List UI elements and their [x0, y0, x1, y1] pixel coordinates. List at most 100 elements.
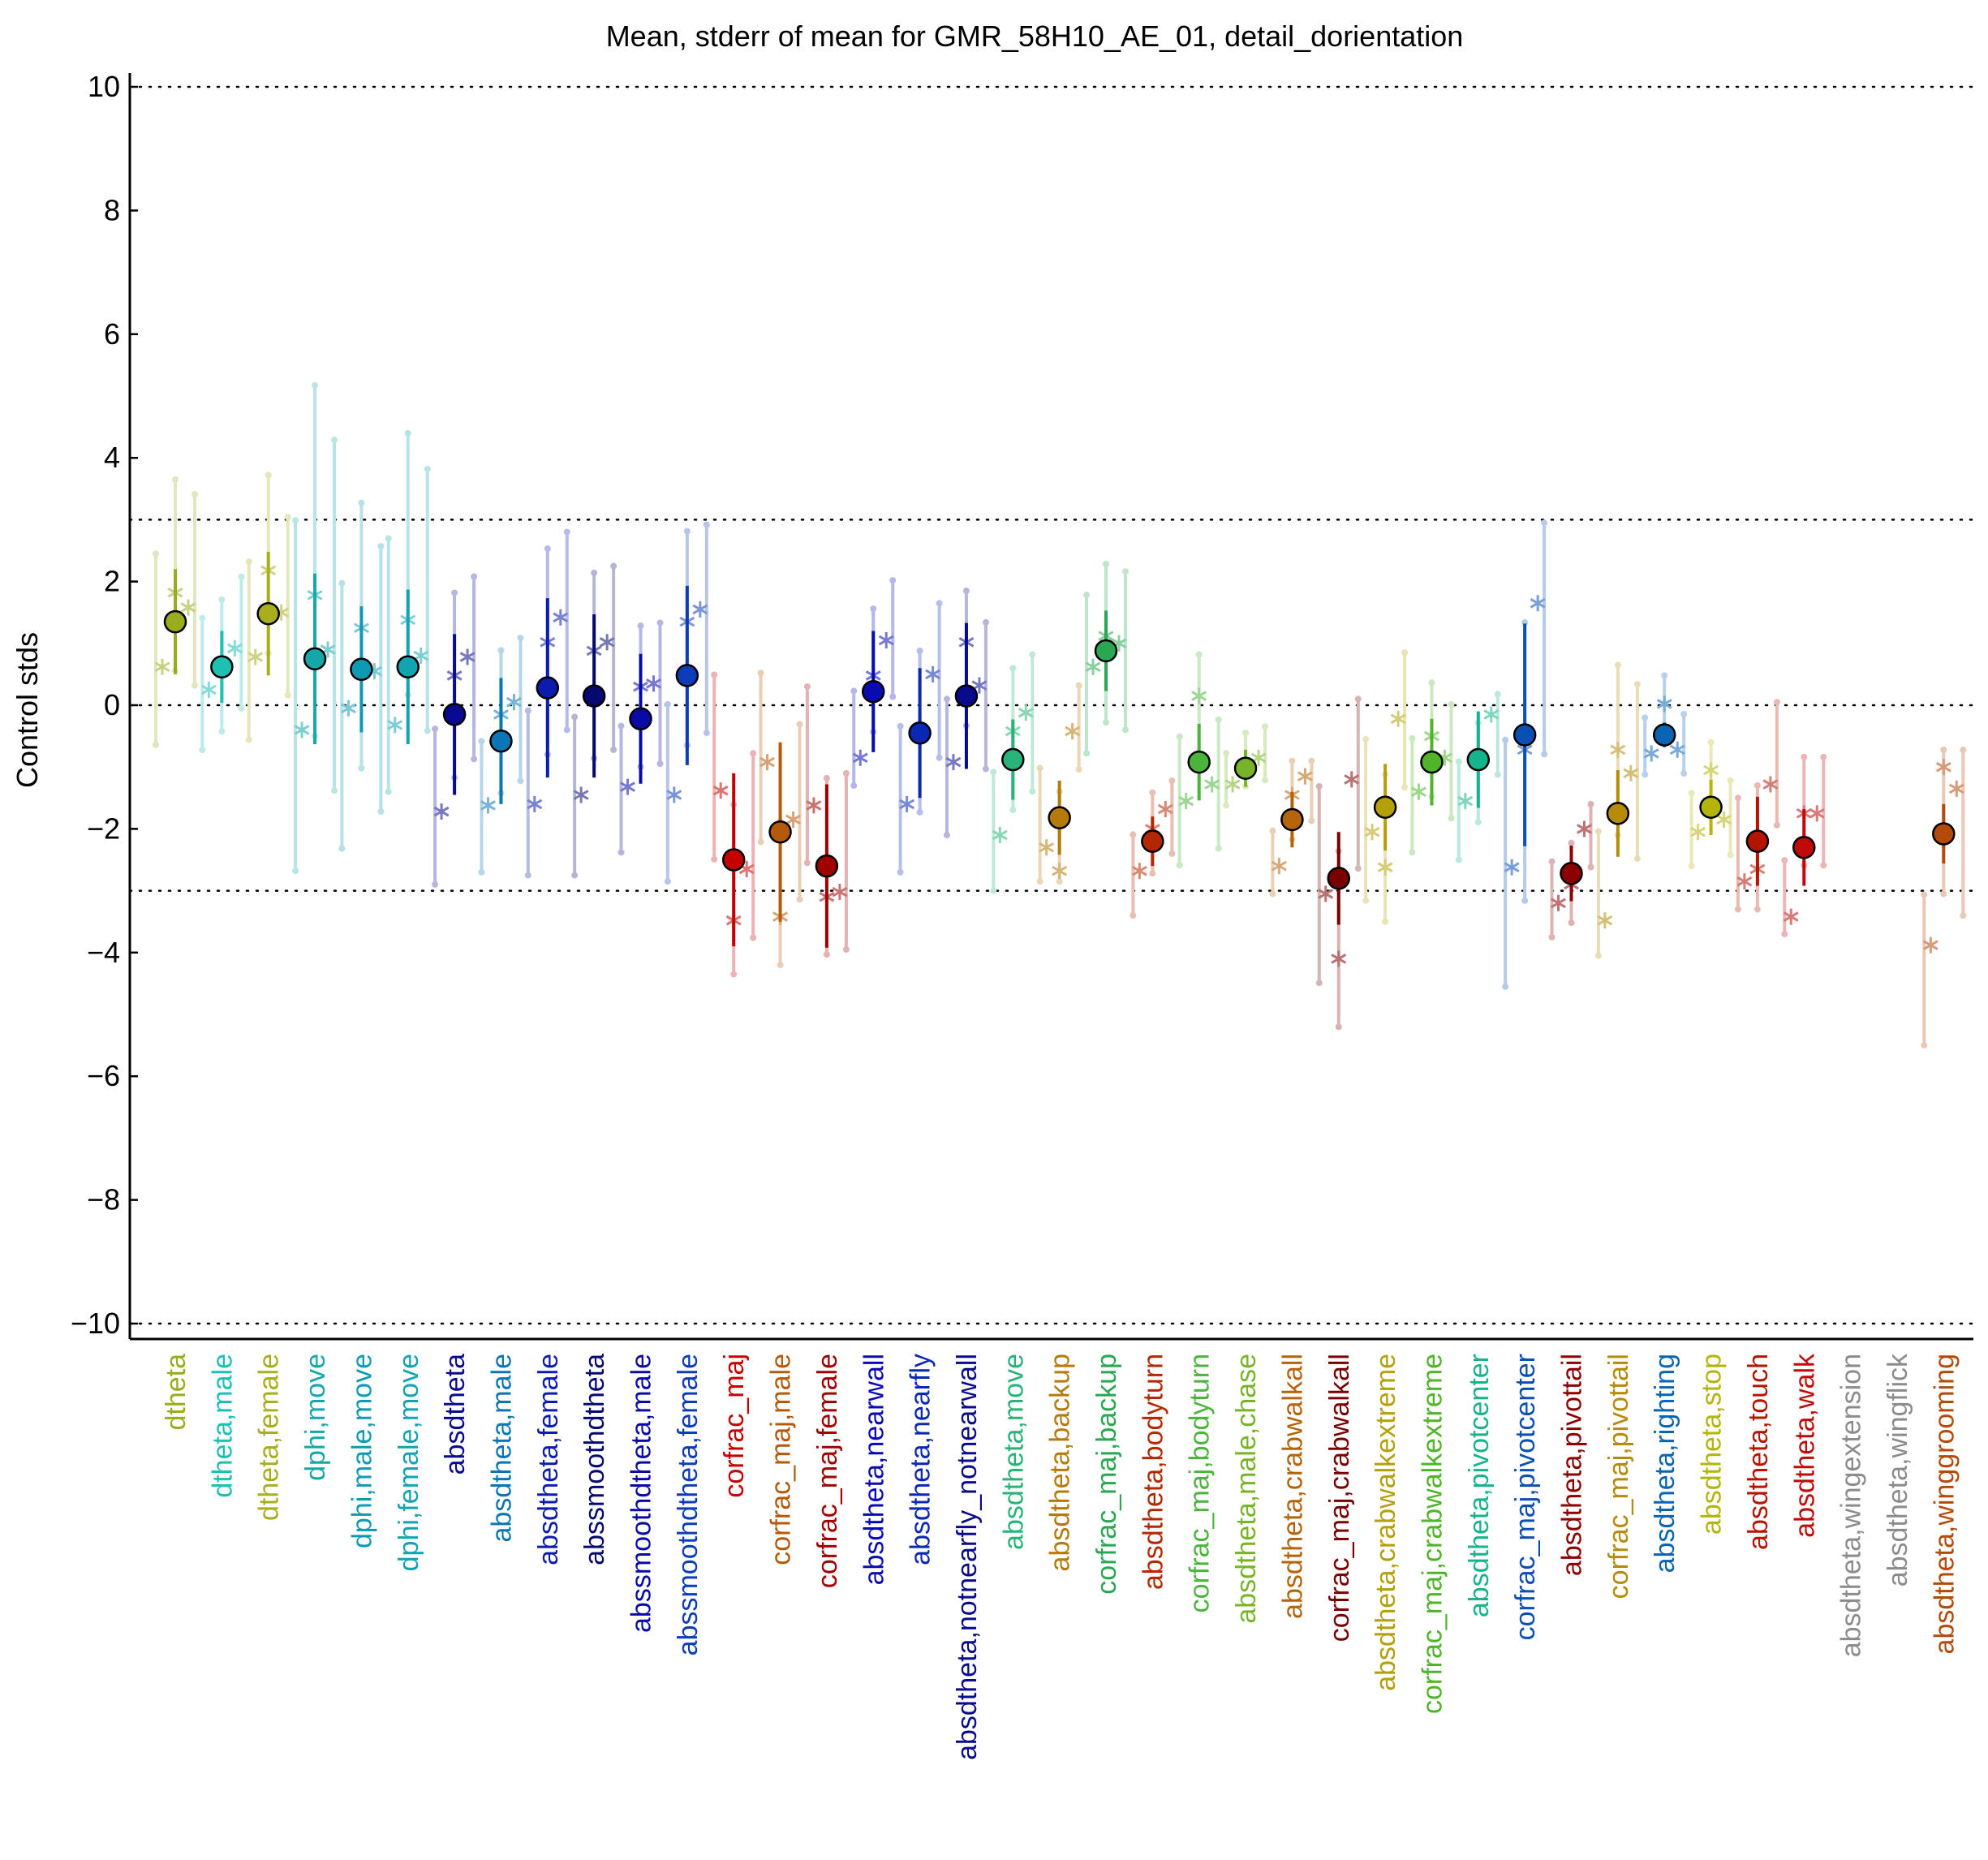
- sex-range-end: [1688, 790, 1695, 797]
- sex-marker-b: [1331, 950, 1347, 967]
- sex-range-end: [338, 845, 346, 852]
- mean-point: [1280, 807, 1304, 832]
- category-marks: [1642, 672, 1688, 778]
- sex-marker-b: [1656, 695, 1672, 713]
- sex-range-end: [1455, 856, 1462, 863]
- sex-marker-c: [832, 884, 848, 901]
- sex-range-end: [610, 746, 617, 753]
- sex-range-end: [1289, 757, 1296, 764]
- sex-range-end: [889, 693, 897, 700]
- sex-range-end: [750, 934, 757, 941]
- sex-marker-c: [1948, 780, 1964, 797]
- sex-marker-a: [1318, 885, 1334, 902]
- category-marks: [1455, 691, 1501, 863]
- sex-range-end: [1548, 858, 1556, 865]
- sex-marker-c: [878, 631, 894, 648]
- sex-range-end: [1541, 751, 1548, 758]
- sex-marker-a: [573, 786, 589, 803]
- x-tick-label: absdtheta,wingextension: [1836, 1354, 1867, 1657]
- sex-range-end: [571, 713, 579, 721]
- sex-range-end: [750, 750, 757, 757]
- category-marks: [245, 471, 291, 743]
- sex-range-end: [664, 700, 671, 708]
- sex-marker-c: [1065, 723, 1081, 740]
- sex-marker-a: [1690, 824, 1706, 841]
- sex-range-end: [796, 721, 803, 728]
- sex-range-end: [803, 859, 811, 867]
- sex-range-end: [1568, 919, 1575, 927]
- category-marks: [943, 588, 989, 839]
- mean-point: [954, 684, 979, 708]
- sex-marker-a: [1597, 912, 1613, 929]
- sex-range-end: [1242, 729, 1250, 736]
- sex-range-end: [1594, 952, 1602, 959]
- category-marks: [1594, 661, 1641, 959]
- mean-point: [396, 655, 420, 679]
- category-marks: [199, 573, 245, 754]
- sex-range-end: [1568, 839, 1575, 846]
- sex-marker-c: [785, 811, 801, 828]
- x-tick-label: dphi,female,move: [394, 1354, 424, 1571]
- sex-marker-b: [1191, 687, 1207, 704]
- x-tick-label: absdtheta,pivottail: [1557, 1354, 1588, 1576]
- mean-point: [768, 820, 792, 844]
- category-marks: [1036, 682, 1082, 885]
- sex-range-end: [1176, 733, 1183, 740]
- sex-range-end: [1428, 679, 1435, 687]
- sex-range-end: [703, 521, 710, 528]
- sex-marker-stroke: [1178, 795, 1194, 807]
- sex-marker-stroke: [1131, 865, 1147, 876]
- sex-range-end: [1029, 651, 1036, 658]
- sex-range-end: [1734, 794, 1741, 802]
- x-tick-label: absdtheta,nearwall: [858, 1354, 889, 1585]
- sex-marker-stroke: [154, 661, 170, 673]
- category-marks: [1083, 560, 1129, 757]
- sex-range-end: [777, 962, 784, 969]
- x-tick-label: abssmoothdtheta,female: [673, 1354, 704, 1655]
- x-tick-label: absdtheta,male,chase: [1231, 1354, 1262, 1624]
- sex-range-end: [424, 466, 431, 473]
- sex-marker-a: [1039, 839, 1055, 856]
- sex-range-end: [238, 573, 245, 580]
- sex-marker-stroke: [759, 756, 775, 768]
- category-marks: [897, 600, 943, 876]
- sex-range-end: [404, 429, 411, 437]
- sex-marker-stroke: [1085, 661, 1101, 673]
- category-marks: [1688, 738, 1734, 870]
- sex-range-end: [982, 618, 989, 626]
- sex-range-end: [617, 722, 625, 730]
- sex-range-end: [1401, 649, 1409, 657]
- sex-range-end: [517, 635, 524, 642]
- sex-range-end: [842, 945, 850, 953]
- sex-range-end: [889, 577, 897, 584]
- sex-range-end: [1401, 784, 1409, 791]
- mean-point: [1932, 822, 1956, 846]
- sex-marker-a: [1457, 793, 1474, 810]
- sex-range-end: [757, 670, 764, 677]
- sex-marker-b: [1377, 859, 1393, 876]
- sex-marker-stroke: [1039, 842, 1055, 853]
- sex-range-end: [1009, 806, 1017, 813]
- x-tick-label: corfrac_maj,bodyturn: [1185, 1354, 1216, 1612]
- sex-range-end: [1502, 983, 1509, 990]
- sex-range-end: [796, 896, 803, 903]
- sex-range-end: [1056, 878, 1063, 885]
- sex-range-end: [1773, 699, 1780, 706]
- sex-range-end: [610, 562, 617, 570]
- sex-range-end: [1308, 817, 1315, 825]
- category-marks: [1409, 679, 1455, 856]
- sex-range-end: [617, 849, 625, 856]
- sex-marker-a: [806, 797, 822, 814]
- sex-range-end: [1781, 930, 1788, 937]
- sex-range-end: [1502, 736, 1509, 743]
- sex-marker-stroke: [1191, 691, 1207, 701]
- mean-point: [1560, 862, 1583, 885]
- sex-marker-a: [992, 827, 1008, 844]
- sex-marker-c: [1018, 704, 1034, 721]
- sex-marker-a: [666, 786, 682, 803]
- sex-range-end: [656, 619, 664, 626]
- sex-range-end: [1921, 1042, 1928, 1049]
- sex-marker-stroke: [1948, 783, 1964, 794]
- y-tick-label: −8: [87, 1183, 120, 1216]
- sex-range-end: [1122, 568, 1129, 575]
